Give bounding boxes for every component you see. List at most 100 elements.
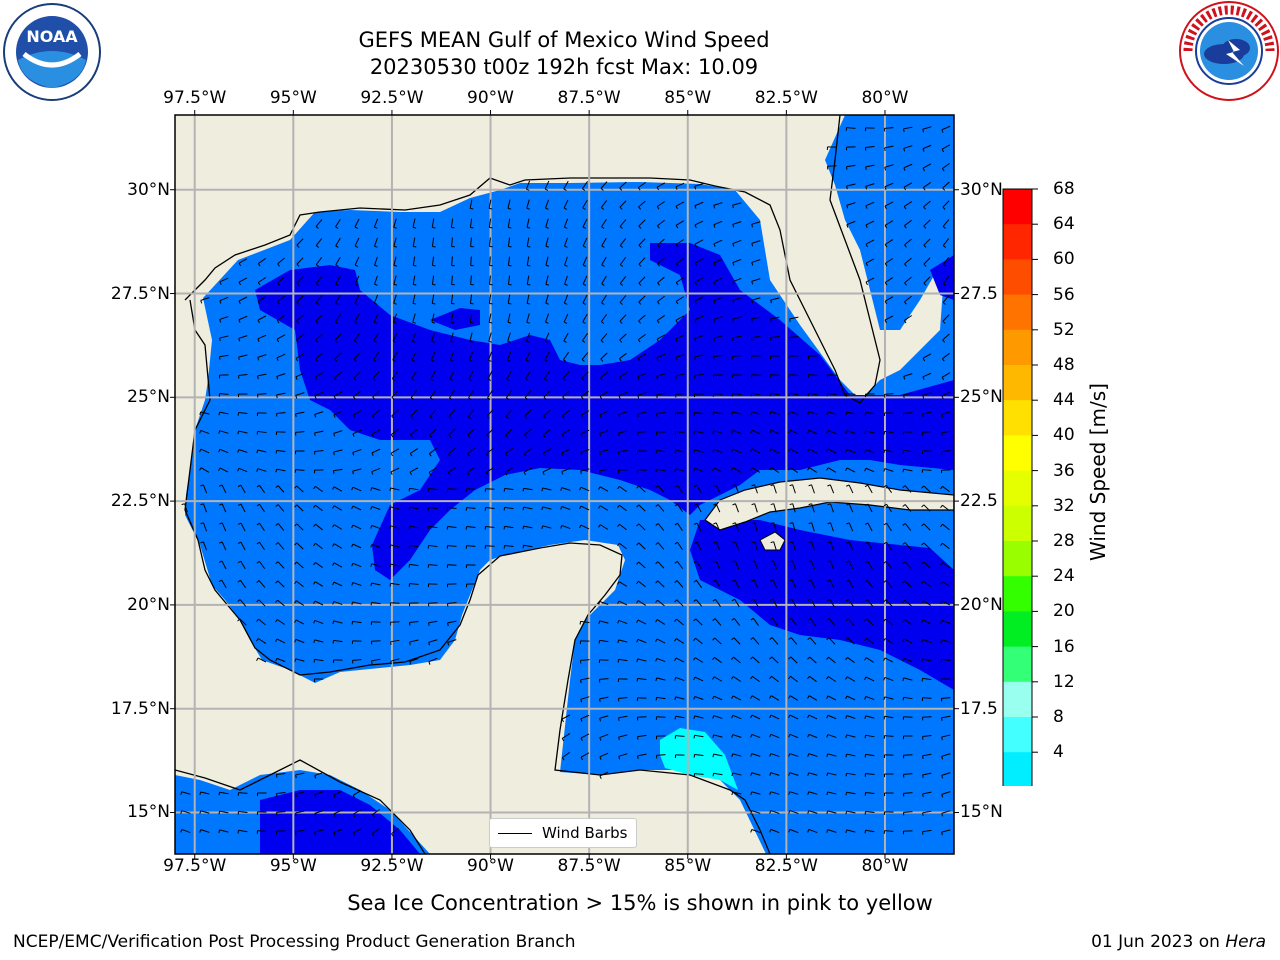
wind-barb-flag bbox=[940, 562, 943, 566]
wind-barb-flag bbox=[332, 601, 335, 605]
wind-barb-flag bbox=[315, 339, 319, 343]
wind-barb-flag bbox=[713, 522, 717, 525]
wind-barb bbox=[523, 487, 533, 491]
colorbar-tick-label: 48 bbox=[1053, 355, 1075, 375]
wind-barb-flag bbox=[750, 829, 753, 833]
wind-barb bbox=[564, 237, 568, 247]
wind-barb-flag bbox=[846, 185, 848, 190]
wind-barb bbox=[922, 829, 932, 833]
lat-label-right: 22.5 bbox=[960, 491, 998, 512]
wind-barb-flag bbox=[219, 281, 222, 285]
wind-barb-flag bbox=[656, 376, 659, 380]
wind-barb-flag bbox=[807, 637, 811, 641]
wind-barb-flag bbox=[275, 469, 278, 473]
wind-barb-flag bbox=[638, 320, 642, 324]
wind-barb bbox=[333, 449, 343, 453]
wind-barb bbox=[733, 637, 741, 645]
wind-barb-flag bbox=[429, 434, 433, 438]
wind-barb bbox=[751, 316, 761, 320]
wind-barb-flag bbox=[732, 560, 736, 563]
wind-barb bbox=[372, 409, 380, 417]
wind-barb-flag bbox=[448, 434, 452, 438]
wind-barb-flag bbox=[942, 264, 947, 267]
wind-barb-flag bbox=[432, 226, 436, 229]
wind-barb-flag bbox=[256, 599, 260, 603]
wind-barb bbox=[675, 220, 685, 226]
wind-barb-flag bbox=[807, 734, 810, 738]
wind-barb bbox=[600, 333, 608, 341]
wind-barb-flag bbox=[657, 225, 660, 229]
wind-barb-flag bbox=[275, 485, 279, 489]
colorbar-tick-label: 4 bbox=[1053, 742, 1064, 763]
wind-barb-flag bbox=[561, 718, 564, 723]
wind-barb bbox=[469, 313, 473, 323]
wind-barb bbox=[867, 560, 873, 570]
wind-barb-flag bbox=[598, 601, 601, 605]
wind-barb bbox=[181, 828, 191, 834]
wind-barb-flag bbox=[619, 302, 623, 305]
wind-barb bbox=[619, 333, 627, 341]
wind-barb bbox=[751, 448, 761, 454]
wind-barb bbox=[865, 201, 875, 207]
wind-barb bbox=[618, 639, 628, 643]
wind-barb bbox=[751, 297, 761, 301]
wind-barb bbox=[829, 541, 835, 551]
wind-barb bbox=[618, 581, 628, 587]
wind-barb-flag bbox=[507, 340, 511, 343]
wind-barb bbox=[333, 486, 343, 492]
wind-barb-flag bbox=[389, 487, 392, 492]
wind-barb-flag bbox=[276, 338, 280, 343]
wind-barb bbox=[238, 277, 248, 283]
wind-barb bbox=[846, 734, 856, 738]
wind-barb bbox=[847, 618, 855, 626]
wind-barb bbox=[390, 448, 400, 454]
wind-barb bbox=[373, 313, 379, 323]
wind-barb bbox=[314, 658, 324, 662]
wind-barb-flag bbox=[922, 413, 924, 418]
wind-barb bbox=[675, 638, 685, 644]
wind-barb-flag bbox=[656, 320, 660, 324]
wind-barb bbox=[334, 314, 342, 322]
wind-barb bbox=[848, 522, 854, 532]
wind-barb-flag bbox=[257, 282, 261, 286]
wind-barb bbox=[637, 658, 647, 662]
wind-barb bbox=[599, 771, 609, 777]
wind-barb bbox=[200, 791, 210, 795]
wind-barb-flag bbox=[579, 487, 582, 491]
wind-barb-flag bbox=[674, 638, 677, 642]
wind-barb bbox=[923, 276, 931, 284]
wind-barb-flag bbox=[788, 810, 791, 814]
wind-barb bbox=[676, 580, 684, 588]
wind-barb-flag bbox=[450, 359, 454, 362]
wind-barb-flag bbox=[637, 339, 641, 343]
wind-barb-flag bbox=[845, 598, 849, 602]
wind-barb-flag bbox=[807, 467, 810, 471]
wind-barb bbox=[257, 830, 267, 832]
wind-barb bbox=[638, 314, 646, 322]
wind-barb bbox=[580, 505, 590, 511]
wind-barb-flag bbox=[769, 467, 772, 471]
wind-barb-flag bbox=[712, 560, 717, 563]
wind-barb-flag bbox=[351, 601, 354, 606]
wind-barb bbox=[335, 275, 341, 285]
wind-barb bbox=[789, 772, 799, 776]
wind-barb bbox=[276, 619, 286, 625]
lat-label-right: 25°N bbox=[960, 387, 1003, 408]
wind-barb bbox=[486, 447, 494, 455]
wind-barb bbox=[827, 676, 837, 682]
wind-barb-flag bbox=[807, 810, 810, 814]
wind-barb bbox=[391, 827, 399, 835]
wind-barb bbox=[258, 580, 266, 588]
wind-barb bbox=[657, 257, 665, 265]
wind-barb bbox=[447, 620, 457, 624]
wind-barbs bbox=[180, 125, 951, 837]
wind-barb bbox=[923, 219, 931, 227]
wind-barb-flag bbox=[617, 542, 620, 547]
wind-barb bbox=[526, 256, 530, 266]
wind-barb-flag bbox=[922, 129, 925, 133]
wind-barb-flag bbox=[941, 395, 944, 399]
wind-barb bbox=[276, 373, 286, 377]
wind-barb bbox=[694, 753, 704, 757]
wind-barb-flag bbox=[601, 264, 605, 267]
wind-barb bbox=[580, 449, 590, 453]
